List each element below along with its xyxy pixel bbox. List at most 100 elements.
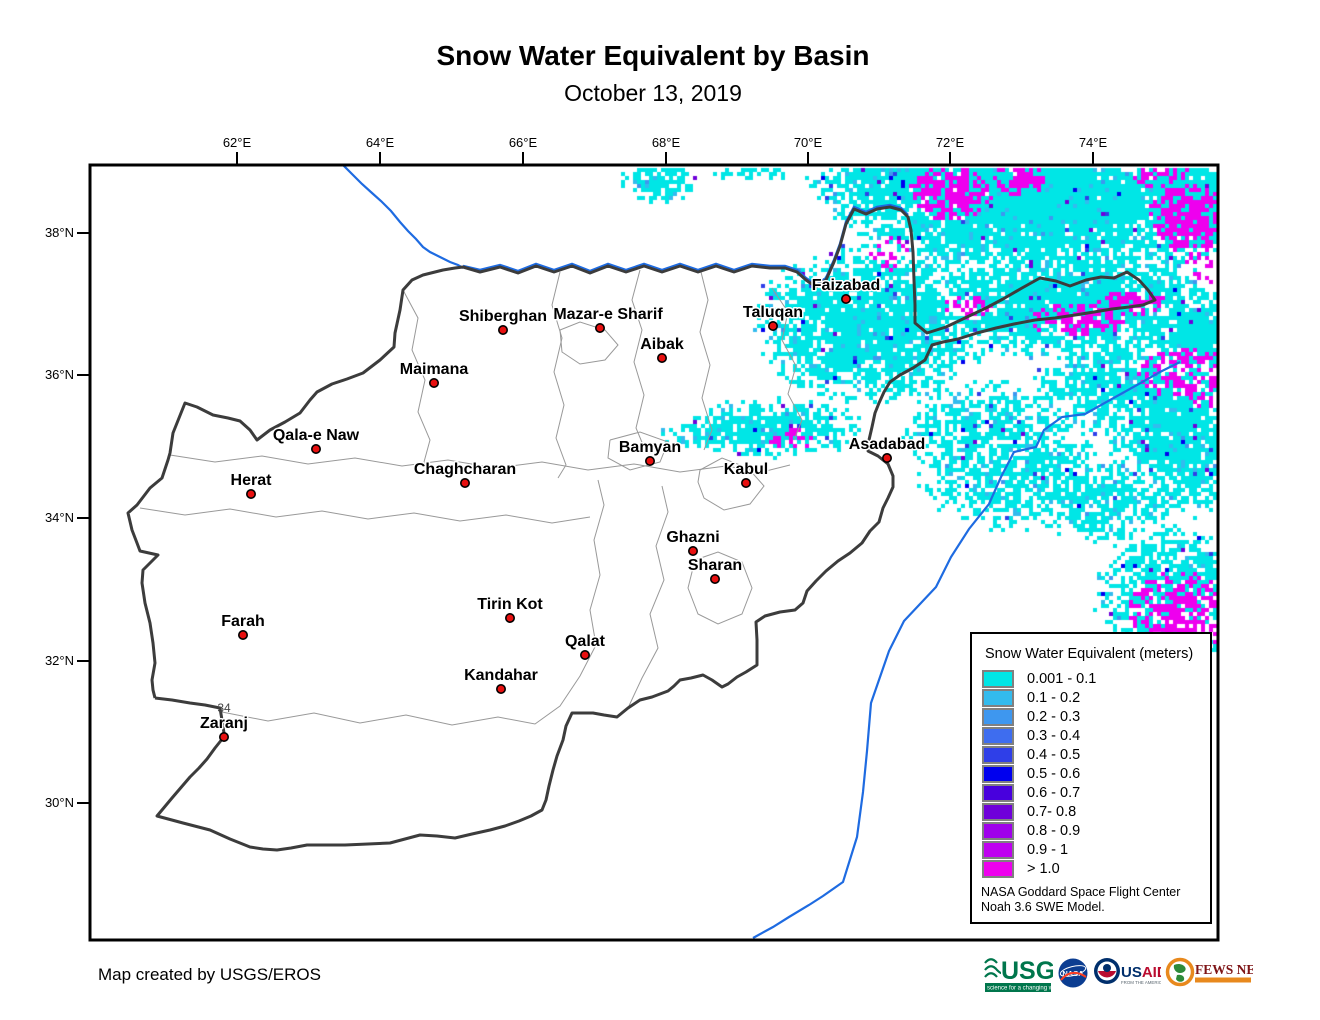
- legend-source-line2: Noah 3.6 SWE Model.: [981, 900, 1105, 915]
- city-label: Kandahar: [464, 667, 538, 684]
- legend-label: 0.8 - 0.9: [1027, 822, 1081, 839]
- legend-label: 0.9 - 1: [1027, 841, 1069, 858]
- basin-boundary: [221, 479, 605, 726]
- legend-label: 0.3 - 0.4: [1027, 727, 1081, 744]
- city-dot: [497, 324, 508, 335]
- legend-label: 0.1 - 0.2: [1027, 689, 1081, 706]
- city-dot: [246, 488, 257, 499]
- fews-globe-land2: [1176, 974, 1185, 982]
- city-marker: Kandahar: [463, 666, 539, 694]
- river-east: [752, 361, 1181, 939]
- fews-net-logo: FEWS NET: [1165, 957, 1253, 987]
- fews-tagline-bar: [1195, 977, 1251, 983]
- basin-number-label: 34: [217, 701, 231, 715]
- city-dot: [579, 649, 590, 660]
- city-label: Tirin Kot: [477, 596, 543, 613]
- city-label: Sharan: [688, 557, 742, 574]
- city-marker: Taluqan: [741, 303, 805, 331]
- usgs-logo-text: USGS: [1001, 957, 1053, 985]
- fews-net-text: FEWS NET: [1195, 962, 1253, 977]
- legend-source: NASA Goddard Space Flight Center Noah 3.…: [981, 885, 1210, 916]
- city-dot: [840, 293, 851, 304]
- city-label: Shiberghan: [459, 308, 547, 325]
- legend-rows: 0.001 - 0.1 0.1 - 0.2 0.2 - 0.3 0.3 - 0.4 0.…: [972, 669, 1210, 878]
- legend-swatch: [982, 783, 1014, 802]
- city-marker: Herat: [229, 471, 274, 499]
- legend-row: 0.5 - 0.6: [982, 764, 1210, 783]
- city-marker: Mazar-e Sharif: [552, 305, 665, 333]
- city-dot: [687, 545, 698, 556]
- city-dot: [594, 322, 605, 333]
- map-credit: Map created by USGS/EROS: [98, 965, 321, 984]
- city-dot: [504, 612, 515, 623]
- city-label: Farah: [221, 613, 265, 630]
- legend-row: > 1.0: [982, 859, 1210, 878]
- city-label: Kabul: [724, 461, 768, 478]
- city-dot: [656, 352, 667, 363]
- longitude-tick-label: 64°E: [366, 135, 395, 150]
- city-dot: [219, 731, 230, 742]
- longitude-tick-label: 66°E: [509, 135, 538, 150]
- basin-boundary: [699, 267, 713, 451]
- legend-swatch: [982, 859, 1014, 878]
- city-dot: [740, 477, 751, 488]
- basin-boundary: [697, 457, 765, 511]
- legend-row: 0.3 - 0.4: [982, 726, 1210, 745]
- legend-row: 0.1 - 0.2: [982, 688, 1210, 707]
- usaid-logo-text: USAID: [1121, 964, 1161, 981]
- map-title: Snow Water Equivalent by Basin: [436, 40, 870, 71]
- city-label: Zaranj: [200, 715, 248, 732]
- legend-label: 0.2 - 0.3: [1027, 708, 1081, 725]
- legend-swatch: [982, 821, 1014, 840]
- city-marker: Chaghcharan: [412, 460, 518, 488]
- basin-boundary: [139, 507, 591, 524]
- usgs-tagline: science for a changing world: [987, 986, 1053, 992]
- legend-swatch: [982, 707, 1014, 726]
- city-marker: Sharan: [686, 556, 744, 584]
- city-label: Aibak: [640, 336, 684, 353]
- legend-swatch: [982, 802, 1014, 821]
- basin-boundary: [551, 271, 567, 479]
- fews-globe-land1: [1173, 963, 1186, 973]
- city-label: Herat: [231, 472, 273, 489]
- legend-row: 0.4 - 0.5: [982, 745, 1210, 764]
- city-marker: Asadabad: [847, 435, 927, 463]
- longitude-tick-label: 72°E: [936, 135, 965, 150]
- basin-boundary: [627, 485, 669, 709]
- latitude-tick-label: 38°N: [45, 225, 74, 240]
- city-dot: [459, 477, 470, 488]
- city-marker: Farah: [220, 612, 266, 640]
- longitude-tick-label: 74°E: [1079, 135, 1108, 150]
- nasa-orbit: [1059, 965, 1087, 977]
- nasa-swoosh: [1060, 971, 1087, 981]
- city-marker: Kabul: [722, 460, 770, 488]
- usgs-wave-icon: [984, 958, 1002, 978]
- legend-swatch: [982, 688, 1014, 707]
- legend-label: 0.001 - 0.1: [1027, 670, 1097, 687]
- city-dot: [428, 377, 439, 388]
- usaid-tagline: FROM THE AMERICAN PEOPLE: [1121, 980, 1161, 985]
- usaid-emblem-shield: [1098, 971, 1116, 978]
- legend-swatch: [982, 669, 1014, 688]
- city-dot: [238, 629, 249, 640]
- city-marker: Qalat: [563, 632, 607, 660]
- legend-swatch: [982, 764, 1014, 783]
- longitude-tick-label: 68°E: [652, 135, 681, 150]
- usgs-tagline-bar: [985, 983, 1051, 992]
- map-number-labels: 34: [217, 701, 231, 715]
- legend-row: 0.001 - 0.1: [982, 669, 1210, 688]
- legend-row: 0.9 - 1: [982, 840, 1210, 859]
- logo-row: USGS science for a changing world NASA U…: [983, 951, 1253, 995]
- city-dot: [644, 455, 655, 466]
- axis-ticks: 62°E 64°E 66°E 68°E 70°E 72°E 74°E 38°N 36°N 34°N…: [45, 135, 1108, 810]
- city-marker: Zaranj: [198, 714, 250, 742]
- city-dot: [709, 573, 720, 584]
- city-label: Qalat: [565, 633, 606, 650]
- legend-label: > 1.0: [1027, 860, 1060, 877]
- country-border: [126, 205, 1157, 852]
- city-marker: Aibak: [639, 335, 685, 363]
- legend-row: 0.6 - 0.7: [982, 783, 1210, 802]
- city-marker: Qala-e Naw: [271, 426, 361, 454]
